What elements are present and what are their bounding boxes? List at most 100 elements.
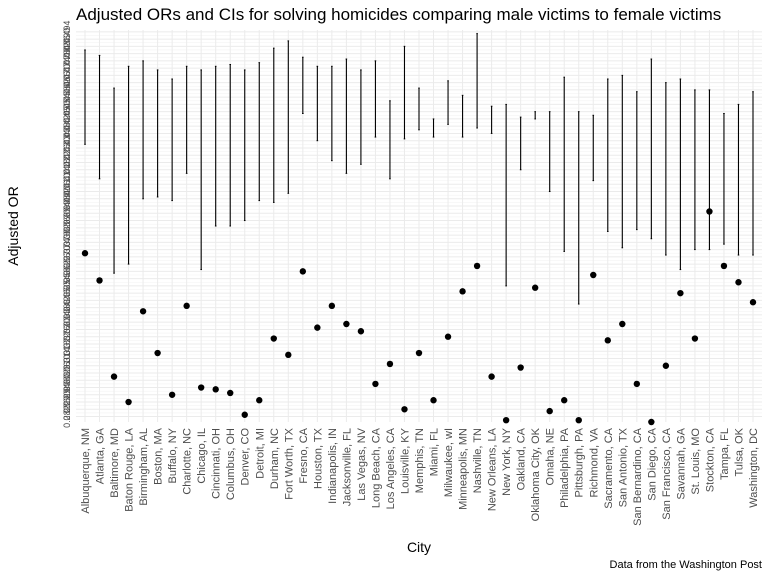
- y-tick-label: 0.354: [62, 275, 72, 298]
- y-tick-label: 0.442: [62, 115, 72, 138]
- data-point: [357, 328, 365, 335]
- x-tick-label: Buffalo, NY: [167, 427, 179, 483]
- x-tick-label: Philadelphia, PA: [559, 427, 571, 508]
- x-tick-label: Cincinnati, OH: [211, 428, 223, 499]
- y-tick-label: 0.390: [62, 209, 72, 232]
- y-tick-label: 0.350: [62, 282, 72, 305]
- y-tick-label: 0.282: [62, 405, 72, 428]
- data-point: [227, 389, 234, 397]
- x-tick-label: Baton Rouge, LA: [124, 427, 136, 511]
- x-tick-label: Louisville, KY: [399, 427, 411, 494]
- y-tick-label: 0.294: [62, 384, 72, 407]
- x-tick-label: Miami, FL: [429, 428, 441, 476]
- x-tick-label: Durham, NC: [269, 428, 281, 489]
- data-point: [706, 208, 713, 215]
- y-tick-label: 0.314: [62, 347, 72, 370]
- data-point: [488, 373, 495, 380]
- y-tick-label: 0.378: [62, 231, 72, 254]
- data-point: [677, 289, 684, 297]
- x-tick-label: Detroit, MI: [254, 428, 266, 479]
- data-point: [270, 335, 277, 342]
- x-tick-label: San Antonio, TX: [617, 427, 629, 507]
- y-tick-labels: 0.2820.2860.2900.2940.2980.3020.3060.310…: [62, 21, 72, 428]
- y-tick-label: 0.434: [62, 129, 72, 152]
- x-tick-label: Savannah, GA: [675, 427, 687, 499]
- data-point: [735, 279, 742, 286]
- data-point: [546, 407, 553, 415]
- x-tick-label: Birmingham, AL: [138, 428, 150, 506]
- data-point: [590, 271, 597, 279]
- x-tick-label: Oklahoma City, OK: [530, 427, 542, 521]
- y-tick-label: 0.330: [62, 318, 72, 341]
- data-point: [139, 308, 147, 315]
- x-tick-label: Boston, MA: [153, 427, 165, 485]
- y-tick-label: 0.418: [62, 158, 72, 181]
- x-tick-label: Omaha, NE: [545, 428, 557, 485]
- data-point: [125, 398, 132, 406]
- x-tick-label: Memphis, TN: [414, 428, 426, 493]
- y-tick-label: 0.374: [62, 238, 72, 261]
- y-tick-label: 0.310: [62, 354, 72, 377]
- data-point: [473, 262, 481, 270]
- y-tick-label: 0.358: [62, 267, 72, 290]
- data-point: [619, 320, 626, 328]
- y-tick-label: 0.450: [62, 100, 72, 123]
- data-point: [459, 288, 466, 295]
- data-point: [386, 360, 394, 368]
- x-tick-label: Richmond, VA: [588, 427, 600, 497]
- x-tick-label: Las Vegas, NV: [356, 427, 368, 500]
- data-point: [604, 337, 611, 344]
- data-point: [81, 250, 89, 257]
- y-tick-label: 0.402: [62, 188, 72, 211]
- x-axis-title: City: [407, 539, 431, 555]
- data-point: [285, 351, 292, 359]
- x-tick-label: Jacksonville, FL: [341, 428, 353, 506]
- x-tick-label: Denver, CO: [240, 428, 252, 486]
- x-tick-label: Long Beach, CA: [370, 427, 382, 508]
- data-point: [749, 299, 757, 306]
- x-tick-label: Fresno, CA: [298, 427, 310, 483]
- x-tick-label: Baltimore, MD: [109, 428, 121, 498]
- y-tick-label: 0.486: [62, 35, 72, 58]
- y-tick-label: 0.446: [62, 108, 72, 131]
- data-point: [575, 416, 582, 424]
- data-point: [430, 397, 437, 404]
- data-point: [633, 380, 641, 388]
- data-point: [401, 406, 408, 413]
- x-tick-label: Oakland, CA: [516, 427, 528, 490]
- y-tick-label: 0.462: [62, 79, 72, 102]
- y-tick-label: 0.410: [62, 173, 72, 196]
- data-point: [720, 262, 728, 270]
- data-point: [168, 391, 176, 398]
- data-point: [662, 362, 670, 369]
- x-tick-labels: Albuquerque, NM Atlanta, GA Baltimore, MD B…: [80, 427, 760, 526]
- y-tick-label: 0.422: [62, 151, 72, 174]
- y-tick-label: 0.406: [62, 180, 72, 203]
- y-tick-label: 0.326: [62, 325, 72, 348]
- y-tick-label: 0.382: [62, 224, 72, 247]
- x-tick-label: Pittsburgh, PA: [574, 427, 586, 497]
- y-tick-label: 0.394: [62, 202, 72, 225]
- x-tick-label: San Bernardino, CA: [632, 427, 644, 525]
- x-tick-label: Minneapolis, MN: [458, 428, 470, 510]
- data-point: [648, 418, 655, 426]
- data-point: [328, 302, 336, 310]
- x-tick-label: Indianapolis, IN: [327, 428, 339, 504]
- x-tick-label: Fort Worth, TX: [283, 427, 295, 499]
- x-tick-label: Columbus, OH: [225, 428, 237, 500]
- y-tick-label: 0.438: [62, 122, 72, 145]
- y-tick-label: 0.290: [62, 391, 72, 414]
- x-tick-label: Tulsa, OK: [733, 427, 745, 476]
- data-point: [444, 333, 452, 340]
- y-tick-label: 0.482: [62, 42, 72, 65]
- x-tick-label: New York, NY: [501, 427, 513, 496]
- error-bars: [84, 33, 754, 305]
- data-point: [415, 349, 423, 357]
- y-tick-label: 0.470: [62, 64, 72, 87]
- x-tick-label: Los Angeles, CA: [385, 427, 397, 509]
- data-point: [212, 386, 219, 393]
- caption: Data from the Washington Post: [610, 559, 762, 571]
- x-tick-label: Atlanta, GA: [95, 427, 107, 484]
- y-tick-label: 0.426: [62, 144, 72, 167]
